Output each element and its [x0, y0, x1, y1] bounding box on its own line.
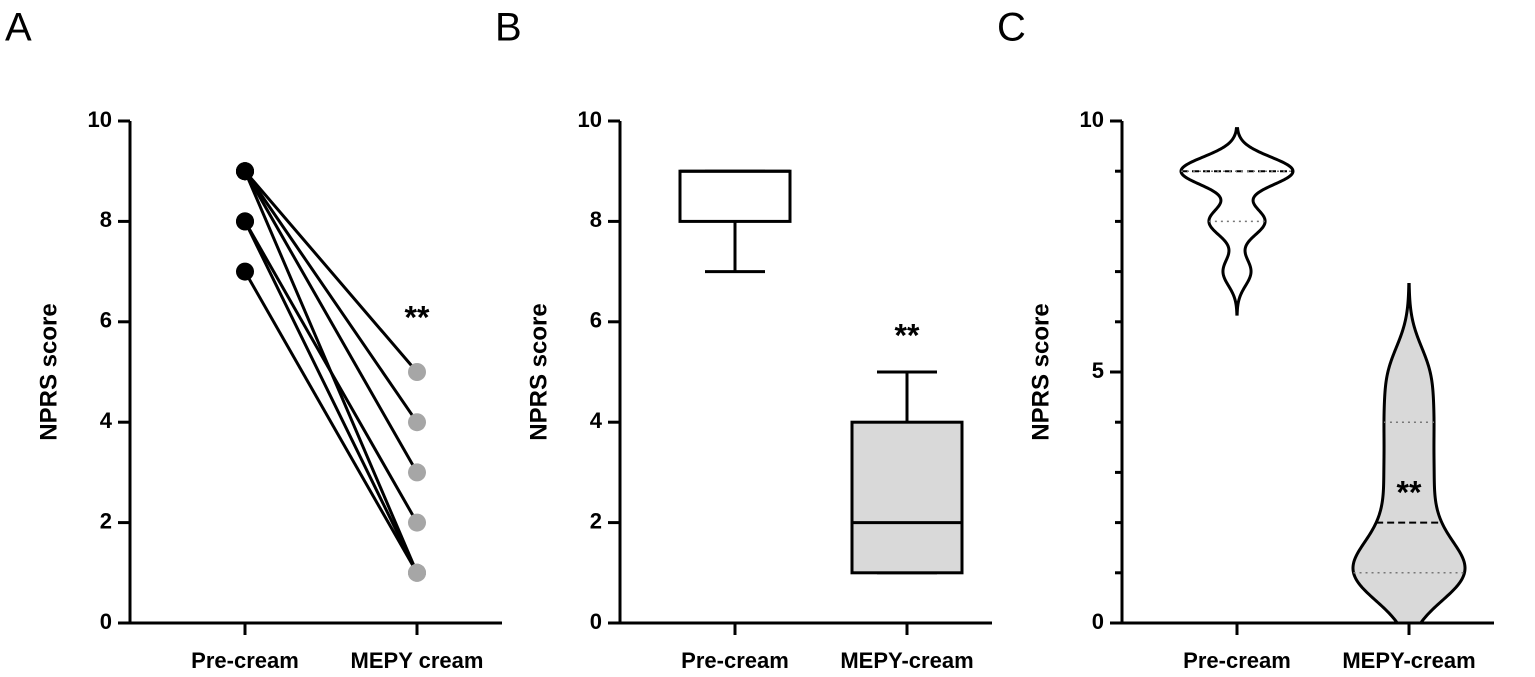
y-axis-label: NPRS score — [1027, 303, 1054, 440]
y-tick-label: 8 — [590, 207, 602, 232]
annotation: ** — [405, 299, 430, 335]
y-tick-label: 10 — [1080, 107, 1104, 132]
pair-line — [243, 270, 419, 574]
point — [236, 212, 254, 231]
point — [408, 413, 426, 432]
pair-line — [243, 220, 419, 574]
y-axis-label: NPRS score — [35, 303, 62, 440]
panel-label: C — [997, 6, 1026, 50]
annotation: ** — [1397, 474, 1422, 510]
y-tick-label: 6 — [590, 308, 602, 333]
y-tick-label: 10 — [578, 107, 602, 132]
y-tick-label: 0 — [1092, 609, 1104, 634]
x-tick-label: Pre-cream — [1183, 648, 1291, 673]
pair-line — [243, 220, 419, 524]
y-tick-label: 4 — [100, 408, 113, 433]
y-tick-label: 4 — [590, 408, 603, 433]
violin — [1179, 127, 1295, 316]
y-axis-label: NPRS score — [525, 303, 552, 440]
point — [408, 463, 426, 482]
pair-line — [243, 170, 419, 373]
y-tick-label: 10 — [88, 107, 112, 132]
violin — [1351, 282, 1467, 625]
y-tick-label: 0 — [100, 609, 112, 634]
point — [408, 563, 426, 582]
y-tick-label: 5 — [1092, 358, 1104, 383]
annotation: ** — [895, 317, 920, 353]
pair-line — [243, 170, 419, 424]
y-tick-label: 2 — [590, 508, 602, 533]
x-tick-label: Pre-cream — [191, 648, 299, 673]
x-tick-label: MEPY cream — [351, 648, 484, 673]
y-tick-label: 0 — [590, 609, 602, 634]
y-tick-label: 6 — [100, 308, 112, 333]
panel-label: A — [5, 6, 32, 50]
box — [678, 169, 792, 223]
point — [408, 363, 426, 381]
pair-line — [243, 170, 419, 474]
point — [408, 513, 426, 532]
x-tick-label: MEPY-cream — [840, 648, 973, 673]
x-tick-label: MEPY-cream — [1342, 648, 1475, 673]
box — [850, 420, 964, 575]
y-tick-label: 2 — [100, 508, 112, 533]
point — [236, 262, 254, 281]
y-tick-label: 8 — [100, 207, 112, 232]
x-tick-label: Pre-cream — [681, 648, 789, 673]
panel-label: B — [495, 6, 522, 50]
point — [236, 162, 254, 181]
